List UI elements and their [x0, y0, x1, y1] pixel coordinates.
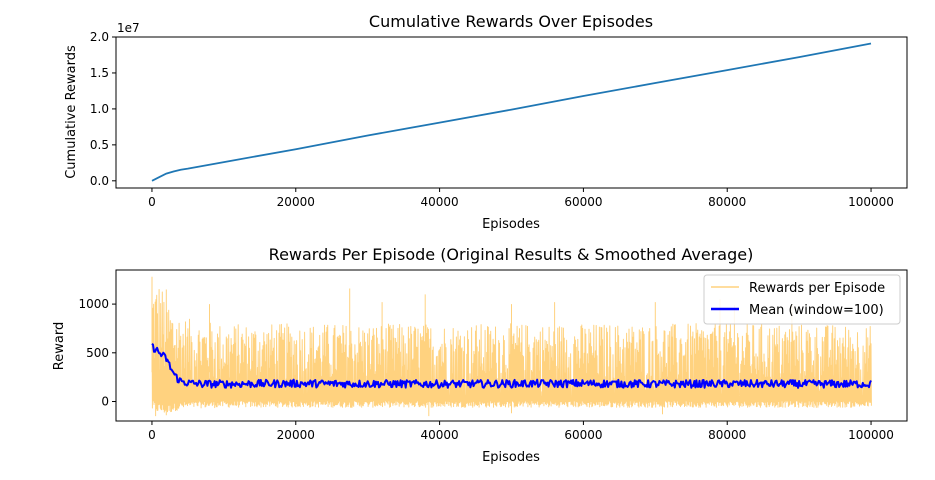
x-ticks: 0 20000 40000 60000 80000 100000 — [148, 421, 894, 442]
x-tick-label: 20000 — [277, 195, 315, 209]
legend-label-mean: Mean (window=100) — [749, 303, 884, 318]
y-scale-offset-label: 1e7 — [117, 21, 140, 35]
chart-rewards-per-episode: Rewards Per Episode (Original Results & … — [52, 245, 908, 465]
series-line-rewards-per-episode — [151, 276, 872, 417]
y-tick-label: 0.0 — [90, 174, 109, 188]
y-tick-label: 2.0 — [90, 30, 109, 44]
series-line-cumulative — [151, 42, 872, 182]
chart-title: Rewards Per Episode (Original Results & … — [269, 245, 754, 264]
x-tick-label: 80000 — [708, 428, 746, 442]
x-tick-label: 60000 — [564, 428, 602, 442]
x-tick-label: 100000 — [848, 195, 894, 209]
y-tick-label: 0.5 — [90, 138, 109, 152]
y-ticks: 0.0 0.5 1.0 1.5 2.0 — [90, 30, 116, 188]
legend: Rewards per Episode Mean (window=100) — [703, 274, 901, 325]
y-axis-label: Reward — [52, 322, 67, 370]
x-axis-label: Episodes — [482, 450, 540, 465]
legend-box — [703, 274, 901, 325]
x-tick-label: 0 — [148, 428, 156, 442]
plot-frame — [115, 36, 908, 189]
y-tick-label: 1.0 — [90, 102, 109, 116]
x-tick-label: 80000 — [708, 195, 746, 209]
y-tick-label: 1000 — [78, 297, 109, 311]
series-layer — [151, 42, 872, 182]
y-tick-label: 500 — [86, 346, 109, 360]
legend-label-rewards: Rewards per Episode — [749, 281, 885, 296]
x-axis-label: Episodes — [482, 217, 540, 232]
chart-title: Cumulative Rewards Over Episodes — [369, 12, 653, 31]
x-tick-label: 40000 — [420, 428, 458, 442]
x-ticks: 0 20000 40000 60000 80000 100000 — [148, 188, 894, 209]
y-ticks: 0 500 1000 — [78, 297, 116, 409]
series-line-mean — [151, 342, 872, 389]
x-tick-label: 100000 — [848, 428, 894, 442]
x-tick-label: 60000 — [564, 195, 602, 209]
chart-cumulative-rewards: Cumulative Rewards Over Episodes 1e7 0 20… — [64, 12, 908, 232]
series-layer — [151, 276, 872, 417]
y-tick-label: 1.5 — [90, 66, 109, 80]
x-tick-label: 20000 — [277, 428, 315, 442]
x-tick-label: 40000 — [420, 195, 458, 209]
plot-frame — [115, 269, 908, 422]
y-axis-label: Cumulative Rewards — [64, 45, 79, 179]
y-tick-label: 0 — [101, 395, 109, 409]
x-tick-label: 0 — [148, 195, 156, 209]
